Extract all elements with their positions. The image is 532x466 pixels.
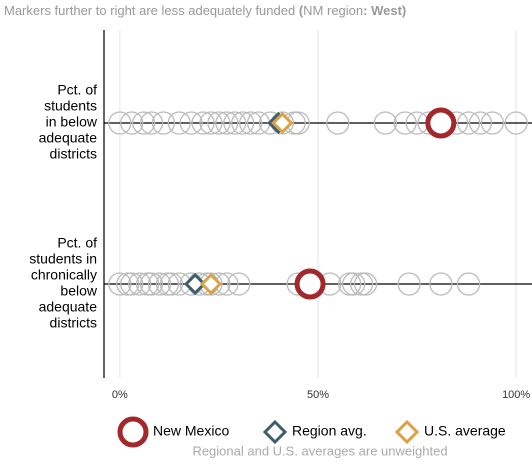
state-marker <box>139 272 164 296</box>
x-tick-label: 100% <box>502 389 530 401</box>
x-tick-label: 0% <box>112 389 128 401</box>
state-marker <box>215 111 239 135</box>
row-label: below <box>60 283 97 299</box>
state-marker <box>238 111 263 135</box>
nm-marker <box>294 268 326 300</box>
state-marker <box>480 111 505 135</box>
state-marker <box>151 111 176 135</box>
avg-marker <box>199 272 223 296</box>
state-marker <box>191 111 215 135</box>
state-marker <box>135 272 160 296</box>
row-label: Pct. of <box>57 235 97 251</box>
state-marker <box>139 111 164 135</box>
row-label: districts <box>50 315 97 331</box>
state-marker <box>120 272 144 296</box>
state-marker <box>116 272 140 296</box>
state-marker <box>338 272 362 296</box>
note: Regional and U.S. averages are unweighte… <box>192 443 447 458</box>
avg-marker <box>271 111 294 135</box>
legend-label: U.S. average <box>424 423 506 439</box>
row-label: students in <box>29 251 97 267</box>
legend-marker <box>117 416 149 448</box>
state-marker <box>108 111 132 135</box>
row-label: adequate <box>39 130 98 146</box>
state-marker <box>468 111 493 135</box>
subtitle-part: Markers further to right are less adequa… <box>4 3 299 18</box>
state-marker <box>353 272 378 296</box>
state-marker <box>131 111 156 135</box>
legend-marker <box>262 419 288 445</box>
row-label: chronically <box>31 267 97 283</box>
nm-marker <box>425 107 457 139</box>
row-label: districts <box>50 146 97 162</box>
row-label: Pct. of <box>57 82 97 98</box>
subtitle-part: NM region <box>303 3 363 18</box>
state-marker <box>167 111 191 135</box>
subtitle-part: : West) <box>363 3 406 18</box>
state-marker <box>326 111 350 135</box>
state-marker <box>159 272 184 296</box>
state-marker <box>207 111 231 135</box>
state-marker <box>456 272 481 296</box>
legend-label: New Mexico <box>153 423 229 439</box>
state-marker <box>373 111 398 135</box>
row-label: students <box>44 98 97 114</box>
row-label: in below <box>46 114 98 130</box>
state-marker <box>199 111 223 135</box>
state-marker <box>147 272 172 296</box>
chart-subtitle: Markers further to right are less adequa… <box>4 3 406 18</box>
state-marker <box>223 111 247 135</box>
state-marker <box>397 272 421 296</box>
state-marker <box>120 111 144 135</box>
state-marker <box>456 111 481 135</box>
state-marker <box>504 111 528 135</box>
state-marker <box>429 272 453 296</box>
state-marker <box>393 111 417 135</box>
row-label: adequate <box>39 299 98 315</box>
state-marker <box>108 272 132 296</box>
x-tick-label: 50% <box>307 389 329 401</box>
state-marker <box>179 111 203 135</box>
legend-marker <box>394 419 420 445</box>
state-marker <box>231 111 255 135</box>
state-marker <box>128 272 152 296</box>
state-marker <box>342 272 366 296</box>
subtitle-part: ( <box>299 3 304 18</box>
state-marker <box>227 272 251 296</box>
avg-marker <box>184 272 207 296</box>
state-marker <box>349 272 374 296</box>
state-marker <box>155 272 180 296</box>
legend-label: Region avg. <box>292 423 367 439</box>
